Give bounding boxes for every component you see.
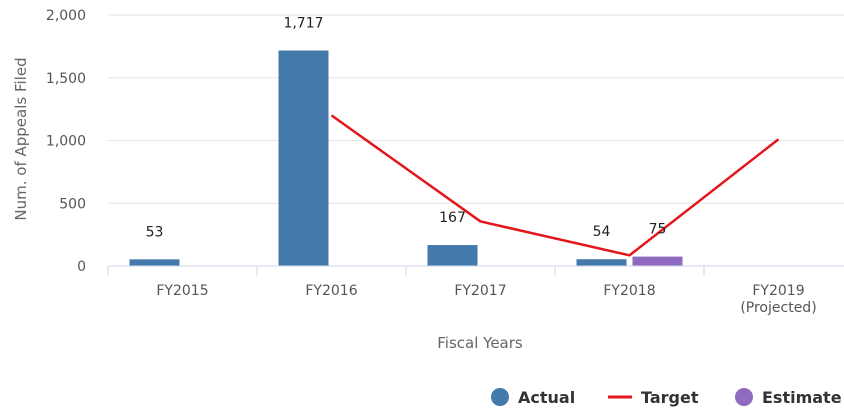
legend-label: Actual <box>518 388 575 407</box>
bar-actual <box>576 259 627 266</box>
bar-marks <box>129 50 683 267</box>
x-axis-ticks: FY2015 FY2016 FY2017 FY2018 FY2019(Projected… <box>107 266 817 316</box>
x-tick-label: FY2015 <box>156 283 208 299</box>
y-tick-label: 500 <box>59 196 86 212</box>
x-tick-label: FY2017 <box>454 283 506 299</box>
legend-symbol-actual <box>491 388 509 406</box>
data-labels: 53 1,717 167 54 75 <box>146 16 667 241</box>
legend: Actual Target Estimate <box>491 388 842 407</box>
bar-actual <box>427 245 478 266</box>
x-axis-title: Fiscal Years <box>437 334 523 352</box>
y-axis-title: Num. of Appeals Filed <box>12 57 30 220</box>
bar-actual <box>129 259 180 266</box>
y-axis-ticks: 0 500 1,000 1,500 2,000 <box>46 8 86 275</box>
data-label: 167 <box>439 210 466 226</box>
x-tick-label: FY2016 <box>305 283 357 299</box>
x-tick-label: FY2019 <box>752 283 804 299</box>
line-marks <box>330 114 780 257</box>
legend-label: Estimate <box>762 388 842 407</box>
gridlines <box>108 14 844 204</box>
x-tick-label: (Projected) <box>740 300 816 316</box>
y-tick-label: 1,500 <box>46 71 86 87</box>
y-tick-label: 1,000 <box>46 134 86 150</box>
data-label: 53 <box>146 224 164 240</box>
y-tick-label: 2,000 <box>46 8 86 24</box>
legend-symbol-estimate <box>735 388 753 406</box>
data-label: 75 <box>649 222 667 238</box>
y-tick-label: 0 <box>77 259 86 275</box>
line-target <box>330 114 780 257</box>
legend-label: Target <box>641 388 699 407</box>
bar-actual <box>278 50 329 267</box>
data-label: 54 <box>593 224 611 240</box>
data-label: 1,717 <box>283 16 323 32</box>
x-tick-label: FY2018 <box>603 283 655 299</box>
bar-estimate <box>632 256 683 266</box>
